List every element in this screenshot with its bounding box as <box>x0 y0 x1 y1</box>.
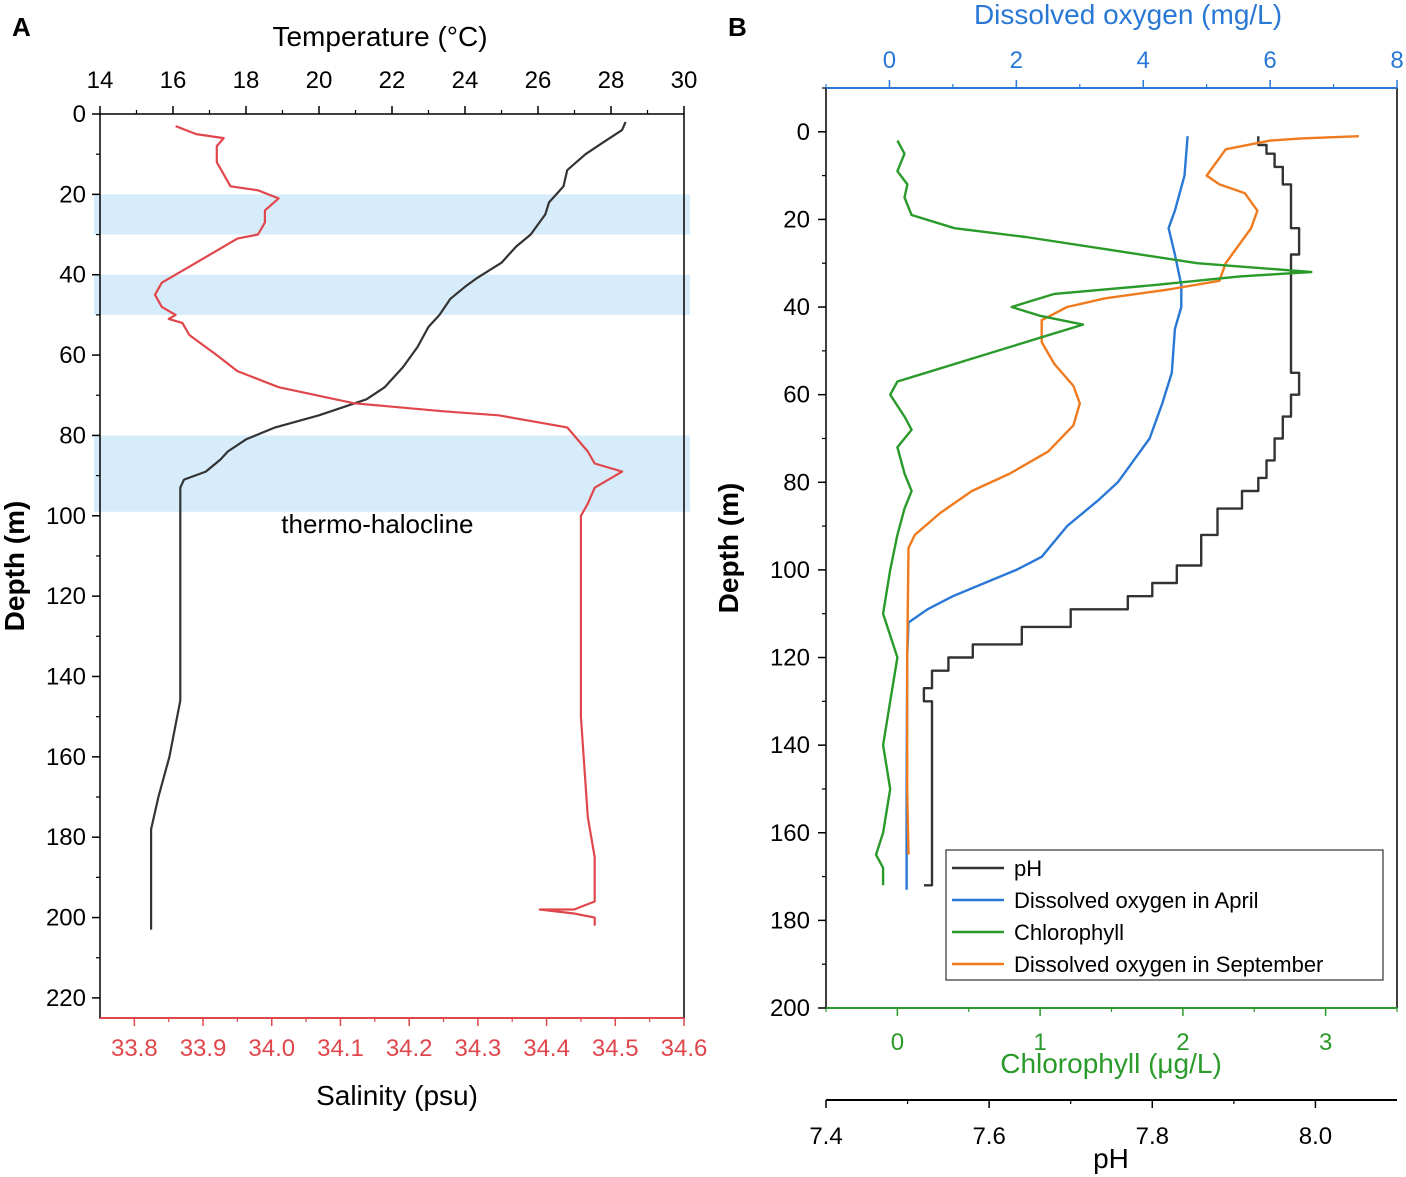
ph-tick-label: 7.6 <box>972 1123 1005 1150</box>
depth-tick-label: 60 <box>783 382 810 409</box>
panel-a: A 14 16 18 20 22 24 26 28 30 33.8 33.9 34.0 34.1 34.… <box>0 12 707 1111</box>
ph-tick-label: 8.0 <box>1299 1123 1332 1150</box>
left-axis-b: 0 20 40 60 80 100 120 140 160 180 200 <box>770 87 826 1022</box>
panel-b: B 0 2 4 6 8 0 1 2 3 7.4 7.6 7.8 8.0 0 20 40 60 80 100 12… <box>713 0 1404 1174</box>
depth-tick-label: 220 <box>46 985 86 1012</box>
salinity-tick-label: 34.3 <box>455 1035 502 1062</box>
temperature-tick-label: 26 <box>525 67 552 94</box>
legend-box <box>945 849 1384 981</box>
depth-tick-label: 160 <box>46 744 86 771</box>
salinity-tick-label: 33.9 <box>180 1035 227 1062</box>
ph-line <box>922 136 1301 887</box>
salinity-line <box>153 125 624 926</box>
salinity-tick-label: 34.4 <box>523 1035 570 1062</box>
depth-tick-label: 0 <box>73 101 86 128</box>
legend: pH Dissolved oxygen in April Chlorophyll Di… <box>945 849 1384 981</box>
oxygen-axis-title: Dissolved oxygen (mg/L) <box>974 0 1282 30</box>
temperature-tick-label: 16 <box>160 67 187 94</box>
legend-label: pH <box>1014 856 1042 881</box>
oxygen-tick-label: 0 <box>883 47 896 74</box>
depth-tick-label: 180 <box>46 824 86 851</box>
chlorophyll-tick-label: 2 <box>1176 1029 1189 1056</box>
left-axis-a: 0 20 40 60 80 100 120 140 160 180 200 220 <box>46 101 100 1012</box>
oxygen-tick-label: 8 <box>1390 47 1403 74</box>
depth-tick-label: 80 <box>59 422 86 449</box>
thermocline-band <box>94 274 690 315</box>
depth-tick-label: 20 <box>783 206 810 233</box>
temperature-tick-label: 28 <box>598 67 625 94</box>
thermocline-band <box>94 194 690 235</box>
temperature-tick-label: 22 <box>379 67 406 94</box>
panel-label-a: A <box>12 12 31 42</box>
depth-tick-label: 0 <box>797 119 810 146</box>
ph-axis: 7.4 7.6 7.8 8.0 <box>809 1099 1397 1150</box>
salinity-tick-label: 34.5 <box>592 1035 639 1062</box>
top-axis-b: 0 2 4 6 8 <box>825 47 1404 89</box>
oxygen-tick-label: 6 <box>1263 47 1276 74</box>
temperature-axis-title: Temperature (°C) <box>272 21 487 52</box>
series-layer <box>874 135 1359 890</box>
temperature-tick-label: 30 <box>671 67 698 94</box>
plot-frame-a <box>99 113 685 1019</box>
depth-tick-label: 140 <box>46 663 86 690</box>
depth-tick-label: 60 <box>59 342 86 369</box>
depth-tick-label: 200 <box>46 905 86 932</box>
ph-tick-label: 7.4 <box>809 1123 842 1150</box>
depth-tick-label: 180 <box>770 907 810 934</box>
thermocline-band <box>94 435 690 512</box>
dissolved-oxygen-in-april-line <box>905 136 1189 890</box>
ph-axis-title: pH <box>1093 1143 1129 1174</box>
temperature-tick-label: 14 <box>87 67 114 94</box>
salinity-axis-title: Salinity (psu) <box>316 1080 478 1111</box>
oxygen-tick-label: 2 <box>1010 47 1023 74</box>
depth-tick-label: 160 <box>770 820 810 847</box>
dissolved-oxygen-in-september-line <box>906 135 1359 855</box>
thermo-halocline-label: thermo-halocline <box>281 509 473 539</box>
bottom-axis-a: 33.8 33.9 34.0 34.1 34.2 34.3 34.4 34.5 34.6 <box>100 1017 708 1062</box>
panel-label-b: B <box>728 12 747 42</box>
chlorophyll-tick-label: 1 <box>1033 1029 1046 1056</box>
salinity-tick-label: 34.6 <box>661 1035 708 1062</box>
depth-tick-label: 20 <box>59 181 86 208</box>
depth-axis-title-b: Depth (m) <box>713 483 744 614</box>
chlorophyll-line <box>874 140 1313 886</box>
top-axis-a: 14 16 18 20 22 24 26 28 30 <box>87 67 698 114</box>
series-layer <box>150 121 627 930</box>
depth-tick-label: 140 <box>770 732 810 759</box>
oxygen-tick-label: 4 <box>1137 47 1150 74</box>
depth-axis-title-a: Depth (m) <box>0 501 30 632</box>
depth-tick-label: 120 <box>46 583 86 610</box>
chlorophyll-tick-label: 3 <box>1319 1029 1332 1056</box>
temperature-tick-label: 24 <box>452 67 479 94</box>
depth-tick-label: 100 <box>770 557 810 584</box>
depth-tick-label: 100 <box>46 503 86 530</box>
depth-tick-label: 200 <box>770 995 810 1022</box>
temperature-line <box>150 121 627 930</box>
salinity-tick-label: 34.0 <box>248 1035 295 1062</box>
salinity-tick-label: 34.2 <box>386 1035 433 1062</box>
depth-tick-label: 40 <box>59 262 86 289</box>
temperature-tick-label: 20 <box>306 67 333 94</box>
depth-tick-label: 80 <box>783 469 810 496</box>
depth-tick-label: 40 <box>783 294 810 321</box>
temperature-tick-label: 18 <box>233 67 260 94</box>
legend-label: Chlorophyll <box>1014 920 1124 945</box>
bottom-axis-b: 0 1 2 3 <box>825 1007 1398 1056</box>
chlorophyll-axis-title: Chlorophyll (μg/L) <box>1000 1048 1222 1079</box>
chlorophyll-tick-label: 0 <box>891 1029 904 1056</box>
salinity-tick-label: 34.1 <box>317 1035 364 1062</box>
ph-tick-label: 7.8 <box>1136 1123 1169 1150</box>
depth-tick-label: 120 <box>770 645 810 672</box>
legend-label: Dissolved oxygen in September <box>1014 952 1323 977</box>
legend-label: Dissolved oxygen in April <box>1014 888 1259 913</box>
salinity-tick-label: 33.8 <box>111 1035 158 1062</box>
